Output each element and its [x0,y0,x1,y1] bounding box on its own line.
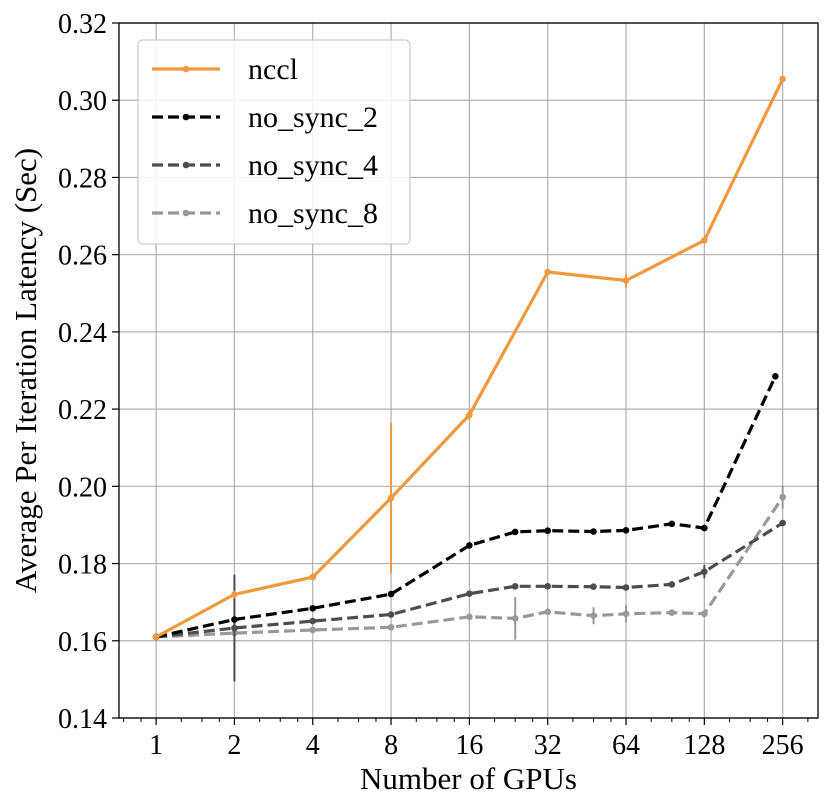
data-point-no_sync_4 [309,617,317,625]
y-tick-label: 0.28 [58,163,107,194]
data-point-no_sync_8 [668,609,676,616]
series-line-no_sync_2 [155,375,777,639]
data-point-no_sync_2 [466,542,473,549]
x-ticks: 1 2 4 8 16 32 64 128 256 [149,718,804,761]
legend-label-nccl: nccl [248,53,298,86]
data-point-no_sync_4 [701,568,708,575]
legend-marker-no_sync_2 [182,113,190,121]
data-point-no_sync_4 [622,584,630,591]
legend-label-no_sync_8: no_sync_8 [248,197,378,230]
data-point-no_sync_8 [701,610,708,618]
legend: nccl no_sync_2 no_sync_4 no_sync_8 [137,39,411,245]
x-axis-title: Number of GPUs [360,761,577,796]
data-point-no_sync_8 [779,493,786,501]
x-minor-ticks [123,718,809,722]
x-tick-label: 1 [149,730,163,761]
plot-frame [118,22,819,719]
legend-marker-nccl [182,65,190,73]
x-tick-label: 256 [762,730,804,761]
data-point-no_sync_4 [544,583,552,590]
series-no_sync_2 [152,372,779,641]
data-point-no_sync_8 [511,615,519,622]
data-point-no_sync_2 [511,528,519,536]
x-tick-label: 32 [534,730,562,761]
data-point-nccl [622,277,630,284]
y-tick-label: 0.24 [58,318,107,349]
y-tick-label: 0.14 [58,704,107,735]
data-point-nccl [309,573,317,581]
y-ticks: 0.14 0.16 0.18 0.20 0.22 0.24 0.26 0.28 0.30 0.32 [58,9,119,735]
data-point-no_sync_2 [387,590,395,598]
y-tick-label: 0.30 [58,86,107,117]
series-line-no_sync_4 [155,521,784,639]
data-point-no_sync_8 [590,612,597,619]
y-tick-label: 0.26 [58,241,107,272]
data-point-no_sync_2 [668,520,676,528]
series-no_sync_4 [152,519,786,682]
series-no_sync_8 [152,485,786,641]
data-point-no_sync_4 [511,583,519,590]
data-point-no_sync_8 [387,623,395,631]
data-point-no_sync_4 [466,590,473,597]
y-axis-title: Average Per Iteration Latency (Sec) [8,148,43,593]
legend-box [137,39,411,245]
grid [119,22,818,719]
legend-marker-no_sync_8 [182,209,190,217]
data-point-no_sync_2 [590,528,597,535]
data-point-no_sync_4 [668,581,676,588]
x-tick-label: 4 [306,730,320,761]
series-line-no_sync_8 [156,496,785,639]
data-point-no_sync_2 [622,527,630,534]
y-tick-label: 0.32 [58,9,107,40]
data-point-no_sync_2 [231,616,238,623]
series-nccl [152,75,786,641]
data-point-no_sync_8 [466,613,473,621]
x-tick-label: 2 [227,730,241,761]
data-point-no_sync_8 [544,608,552,616]
data-point-nccl [152,633,160,641]
x-tick-label: 16 [455,730,483,761]
data-point-no_sync_4 [779,519,786,527]
data-point-nccl [466,411,473,419]
y-tick-label: 0.18 [58,550,107,581]
legend-marker-no_sync_4 [182,161,190,169]
data-point-no_sync_8 [622,610,630,618]
data-point-no_sync_4 [387,611,395,618]
x-tick-label: 64 [612,730,640,761]
data-point-no_sync_4 [590,583,597,591]
y-tick-label: 0.22 [58,395,107,426]
series-group [152,75,786,682]
data-point-no_sync_2 [701,524,708,532]
data-point-nccl [779,75,786,83]
data-point-nccl [231,591,238,598]
data-point-no_sync_4 [231,624,238,632]
data-point-nccl [387,494,395,502]
data-point-no_sync_8 [309,626,317,634]
data-point-no_sync_2 [772,372,779,380]
legend-label-no_sync_2: no_sync_2 [248,101,378,134]
y-tick-label: 0.20 [58,472,107,503]
data-point-no_sync_2 [544,527,552,535]
data-point-no_sync_2 [309,605,317,612]
data-point-nccl [701,237,708,244]
y-tick-label: 0.16 [58,627,107,658]
data-point-nccl [544,268,552,276]
x-tick-label: 8 [384,730,398,761]
legend-label-no_sync_4: no_sync_4 [248,149,378,182]
x-tick-label: 128 [683,730,725,761]
